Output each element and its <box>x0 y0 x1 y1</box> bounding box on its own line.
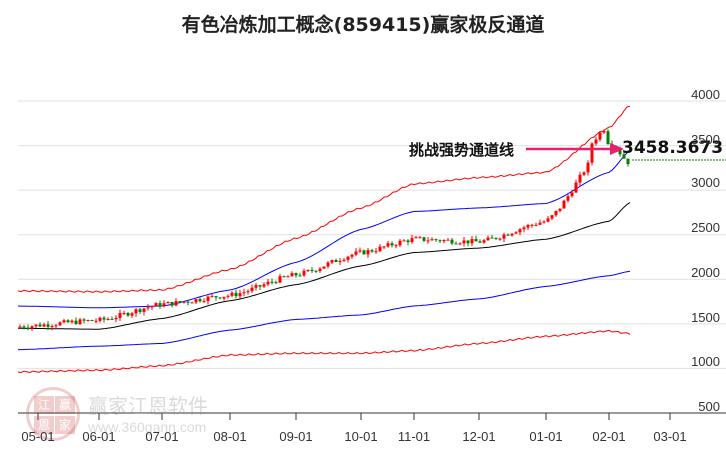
y-tick-1500: 1500 <box>691 310 720 325</box>
y-tick-2000: 2000 <box>691 265 720 280</box>
y-tick-1000: 1000 <box>691 354 720 369</box>
upper-outer-red-line <box>17 105 631 293</box>
annotation-value: 3458.3673 <box>622 138 724 158</box>
x-tick-label: 09-01 <box>279 429 313 444</box>
channel-lines <box>17 105 631 374</box>
lower-inner-blue-line <box>17 270 631 351</box>
x-tick-label: 11-01 <box>397 429 431 444</box>
y-tick-500: 500 <box>698 399 720 414</box>
annotation-label: 挑战强势通道线 <box>409 141 515 159</box>
x-tick-label: 03-01 <box>653 429 687 444</box>
chart-title: 有色冶炼加工概念(859415)赢家极反通道 <box>181 14 545 36</box>
x-tick-label: 10-01 <box>344 429 378 444</box>
x-tick-label: 12-01 <box>462 429 496 444</box>
x-tick-label: 08-01 <box>213 429 247 444</box>
lower-outer-red-line <box>17 329 631 374</box>
candlesticks <box>18 129 630 332</box>
gridlines <box>18 100 726 369</box>
y-tick-3000: 3000 <box>691 175 720 190</box>
watermark-url: www.360gann.com <box>88 419 207 435</box>
x-tick-label: 06-01 <box>82 429 116 444</box>
y-tick-2500: 2500 <box>691 220 720 235</box>
y-tick-4000: 4000 <box>691 87 720 102</box>
middle-black-line <box>18 202 631 330</box>
watermark-brand: 赢家江恩软件 <box>88 394 208 418</box>
watermark-logo-icon: 江 赢 恩 家 <box>26 387 80 441</box>
x-tick-label: 07-01 <box>145 429 179 444</box>
x-tick-label: 02-01 <box>592 429 626 444</box>
y-tick-3500: 3500 <box>691 132 720 147</box>
arrow-head-icon <box>610 143 624 155</box>
x-tick-label: 01-01 <box>529 429 563 444</box>
x-tick-label: 05-01 <box>21 429 55 444</box>
upper-inner-blue-line <box>17 150 631 309</box>
